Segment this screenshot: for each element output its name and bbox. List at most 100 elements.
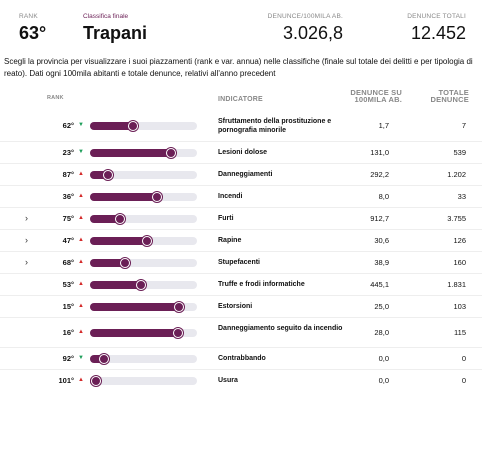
row-rank: 15° (62, 302, 74, 311)
rank-bar-knob (152, 192, 162, 202)
header-total: DENUNCE TOTALI 12.452 (407, 13, 466, 44)
trend-down-icon: ▼ (78, 355, 84, 361)
trend-up-icon: ▲ (78, 303, 84, 309)
table-row[interactable]: › 68° ▲ Stupefacenti 38,9 160 (0, 251, 482, 273)
trend-down-icon: ▼ (78, 122, 84, 128)
row-total: 0 (461, 376, 466, 385)
header-province-label: Classifica finale (83, 13, 129, 20)
header-density-label: DENUNCE/100MILA AB. (267, 13, 343, 20)
row-total: 1.202 (447, 170, 466, 179)
table-row: 87° ▲ Danneggiamenti 292,2 1.202 (0, 163, 482, 185)
rank-bar-fill (90, 215, 120, 223)
trend-up-icon: ▲ (78, 377, 84, 383)
rank-bar (90, 148, 197, 158)
table-row: 62° ▼ Sfruttamento della prostituzione e p… (0, 111, 482, 141)
header-rank-value: 63° (19, 23, 47, 43)
header-province: Classifica finale Trapani (83, 13, 147, 44)
row-density: 38,9 (374, 258, 389, 267)
row-indicator: Estorsioni (218, 303, 253, 310)
table-row[interactable]: › 75° ▲ Furti 912,7 3.755 (0, 207, 482, 229)
row-indicator: Sfruttamento della prostituzione e porno… (218, 118, 332, 134)
row-density: 912,7 (370, 214, 389, 223)
row-density: 8,0 (378, 192, 389, 201)
rank-bar (90, 302, 197, 312)
rank-bar-fill (90, 237, 147, 245)
rank-bar (90, 258, 197, 268)
table-row: 36° ▲ Incendi 8,0 33 (0, 185, 482, 207)
header-density-value: 3.026,8 (282, 23, 343, 43)
table-row: 92° ▼ Contrabbando 0,0 0 (0, 347, 482, 369)
summary-header: RANK 63° Classifica finale Trapani DENUN… (0, 0, 482, 50)
trend-up-icon: ▲ (78, 171, 84, 177)
row-indicator: Incendi (218, 193, 243, 200)
table-row: 16° ▲ Danneggiamento seguito da incendio 28… (0, 317, 482, 347)
row-total: 0 (461, 354, 466, 363)
header-rank: RANK 63° (19, 13, 46, 44)
row-rank: 75° (62, 214, 74, 223)
row-rank: 47° (62, 236, 74, 245)
chevron-right-icon[interactable]: › (25, 213, 28, 223)
row-total: 7 (461, 121, 466, 130)
rank-bar (90, 280, 197, 290)
row-rank: 62° (62, 121, 74, 130)
rank-bar (90, 214, 197, 224)
trend-up-icon: ▲ (78, 237, 84, 243)
column-header-total-line1: TOTALE (438, 88, 469, 97)
trend-up-icon: ▲ (78, 259, 84, 265)
header-density: DENUNCE/100MILA AB. 3.026,8 (268, 13, 343, 44)
row-indicator: Danneggiamento seguito da incendio (218, 325, 343, 332)
chevron-right-icon[interactable]: › (25, 257, 28, 267)
trend-up-icon: ▲ (78, 215, 84, 221)
row-indicator: Furti (218, 215, 234, 222)
ranking-table: 62° ▼ Sfruttamento della prostituzione e p… (0, 111, 482, 391)
rank-bar-fill (90, 193, 157, 201)
column-header-total-line2: DENUNCE (430, 94, 469, 104)
rank-bar (90, 236, 197, 246)
row-total: 160 (453, 258, 466, 267)
row-total: 33 (457, 192, 466, 201)
rank-bar-fill (90, 303, 179, 311)
row-density: 445,1 (370, 280, 389, 289)
header-total-value: 12.452 (410, 23, 466, 43)
column-header-total: TOTALE DENUNCE (430, 88, 470, 104)
rank-bar (90, 170, 197, 180)
rank-bar-knob (115, 214, 125, 224)
trend-up-icon: ▲ (78, 193, 84, 199)
rank-bar-knob (99, 354, 109, 364)
row-total: 115 (454, 328, 466, 337)
row-density: 0,0 (378, 376, 389, 385)
row-indicator: Truffe e frodi informatiche (218, 281, 305, 288)
header-rank-label: RANK (19, 13, 38, 20)
row-rank: 101° (58, 376, 74, 385)
row-total: 539 (453, 148, 466, 157)
rank-bar-knob (166, 148, 176, 158)
table-row: 101° ▲ Usura 0,0 0 (0, 369, 482, 391)
table-header: RANK INDICATORE DENUNCE SU 100MILA AB. T… (0, 89, 482, 109)
column-header-density-line1: DENUNCE SU (350, 88, 402, 97)
row-density: 292,2 (370, 170, 389, 179)
rank-bar-fill (90, 281, 141, 289)
rank-bar-fill (90, 259, 125, 267)
row-density: 28,0 (374, 328, 389, 337)
rank-bar-knob (103, 170, 113, 180)
row-total: 103 (453, 302, 466, 311)
rank-bar-knob (128, 121, 138, 131)
row-indicator: Danneggiamenti (218, 171, 273, 178)
rank-bar-knob (136, 280, 146, 290)
row-density: 25,0 (374, 302, 389, 311)
table-row[interactable]: › 47° ▲ Rapine 30,6 126 (0, 229, 482, 251)
province-name: Trapani (83, 23, 148, 43)
rank-bar-knob (120, 258, 130, 268)
table-row: 15° ▲ Estorsioni 25,0 103 (0, 295, 482, 317)
row-density: 1,7 (378, 121, 389, 130)
rank-bar (90, 354, 197, 364)
header-total-label: DENUNCE TOTALI (407, 13, 466, 20)
description-text: Scegli la provincia per visualizzare i s… (4, 57, 473, 78)
rank-bar (90, 328, 197, 338)
trend-up-icon: ▲ (78, 281, 84, 287)
chevron-right-icon[interactable]: › (25, 235, 28, 245)
rank-bar-fill (90, 355, 104, 363)
rank-bar-knob (91, 376, 101, 386)
column-header-density-line2: 100MILA AB. (354, 94, 402, 104)
row-rank: 87° (62, 170, 74, 179)
